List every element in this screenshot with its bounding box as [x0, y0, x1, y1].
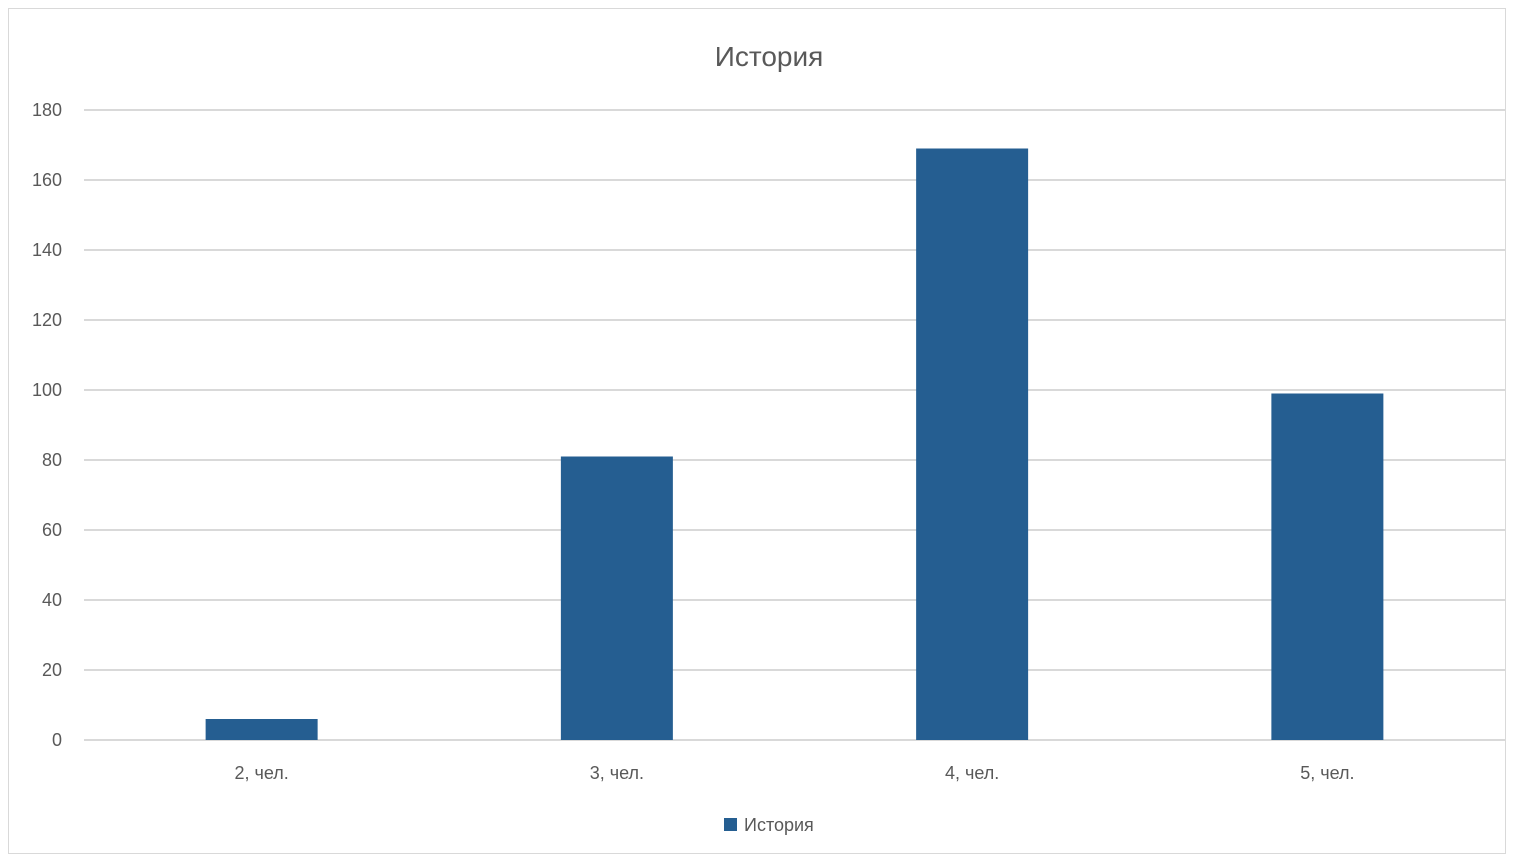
- y-tick-label: 140: [32, 240, 62, 260]
- x-tick-label: 4, чел.: [945, 763, 999, 783]
- legend-swatch: [724, 818, 737, 831]
- x-axis-ticks: 2, чел. 3, чел. 4, чел. 5, чел.: [234, 763, 1354, 783]
- y-tick-label: 20: [42, 660, 62, 680]
- y-tick-label: 40: [42, 590, 62, 610]
- x-tick-label: 2, чел.: [234, 763, 288, 783]
- y-tick-label: 0: [52, 730, 62, 750]
- bar-2: [560, 456, 673, 740]
- bars: [205, 148, 1384, 740]
- y-tick-label: 100: [32, 380, 62, 400]
- y-tick-label: 180: [32, 100, 62, 120]
- legend: История: [724, 815, 814, 835]
- bar-4: [1271, 393, 1384, 740]
- gridlines: [84, 109, 1505, 741]
- chart-frame: [8, 8, 1506, 854]
- x-tick-label: 3, чел.: [590, 763, 644, 783]
- legend-label: История: [744, 815, 814, 835]
- bar-1: [205, 719, 318, 740]
- y-tick-label: 60: [42, 520, 62, 540]
- bar-3: [916, 148, 1029, 740]
- y-axis-ticks: 0 20 40 60 80 100 120 140 160 180: [32, 100, 62, 750]
- y-tick-label: 80: [42, 450, 62, 470]
- chart-title: История: [715, 41, 824, 72]
- y-tick-label: 160: [32, 170, 62, 190]
- x-tick-label: 5, чел.: [1300, 763, 1354, 783]
- y-tick-label: 120: [32, 310, 62, 330]
